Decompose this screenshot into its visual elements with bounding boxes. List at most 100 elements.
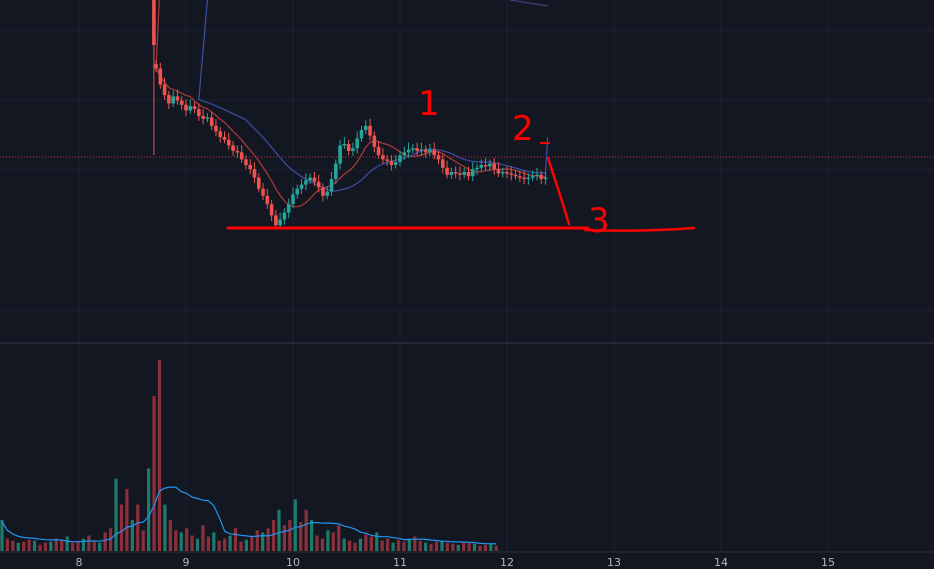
candle-body [274,215,278,226]
volume-bar [478,545,482,551]
x-tick-label: 10 [286,556,300,569]
candle-body [252,169,257,178]
volume-bar [125,489,129,551]
candle-body [513,174,518,177]
candle-body [291,194,295,205]
x-tick-label: 11 [393,556,407,569]
volume-bar [396,539,401,551]
volume-bar [70,542,75,551]
candle-body [346,144,351,151]
volume-bar [369,536,373,551]
support-extension [583,226,696,232]
volume-bar [130,520,134,551]
volume-bar [38,544,42,551]
moving-average-lines [155,0,549,208]
volume-bar [445,542,449,551]
candle-body [466,172,471,177]
candle-body [308,177,312,181]
volume-bar [358,538,363,551]
volume-bar [206,536,210,551]
volume-bar [331,532,335,551]
volume-bar [277,509,281,551]
volume-bar [223,538,227,551]
candle-body [325,191,330,196]
candle-body [256,177,261,189]
volume-bar [103,532,107,551]
candle-body [152,0,156,45]
volume-bar [418,540,422,551]
candle-body [518,176,522,178]
x-tick-label: 9 [183,556,190,569]
candle-body [543,177,548,180]
candle-body [402,152,407,156]
volume-bar [429,543,433,551]
volume-bar [440,540,444,551]
volume-bar [233,528,238,551]
volume-bar [326,530,330,551]
volume-bar [65,536,69,551]
candle-body [445,167,449,175]
volume-bar [49,541,53,551]
ma-slow-line [198,0,549,192]
long-ma-line [509,0,549,7]
volume-ma [1,486,497,545]
volume-bar [228,535,232,551]
candle-body [398,155,402,163]
candle-body [376,146,381,156]
volume-bar [54,538,58,551]
volume-bar [92,541,96,551]
candle-body [295,188,300,195]
volume-bar [152,396,156,551]
volume-bar [114,478,118,551]
candle-body [171,96,175,104]
volume-bar [451,543,455,551]
candle-body [372,135,377,147]
candle-body [278,219,282,226]
candle-body [355,138,359,149]
candle-body [342,144,347,146]
candle-body [269,204,274,216]
annotation-label: 2 [512,109,534,149]
candle-body [304,180,308,185]
volume-bar [299,522,303,551]
volume-bar [16,542,20,551]
candle-body [458,173,462,175]
candle-body [500,172,505,174]
candle-body [184,104,188,111]
volume-bar [87,535,91,551]
candle-body [381,155,385,160]
candle-body [432,149,437,156]
x-tick-label: 15 [821,556,835,569]
volume-bar [364,534,368,551]
candle-body [192,106,197,109]
grid [0,0,934,553]
candle-body [158,68,163,85]
candlesticks [152,0,548,230]
candle-body [470,169,475,177]
candle-body [475,167,479,170]
volume-bar [380,540,384,551]
candle-body [316,181,321,188]
volume-bar [271,520,276,551]
volume-bar [185,528,189,551]
annotation-label: 3 [588,201,610,241]
volume-bar [391,542,395,551]
candle-body [218,131,223,137]
volume-bar [11,540,15,551]
volume-bar [32,540,37,551]
x-tick-label: 12 [500,556,514,569]
volume-bar [309,520,314,551]
candle-body [423,149,428,153]
candle-body [248,165,252,170]
candle-body [359,130,364,139]
volume-bar [5,538,9,551]
volume-bar [179,532,183,551]
ma-fast-line [155,0,546,208]
candle-body [389,160,394,165]
volume-bar [467,542,471,551]
volume-bar [174,530,178,551]
volume-bar [402,541,406,551]
candle-body [227,139,231,146]
volume-bar [76,541,80,551]
